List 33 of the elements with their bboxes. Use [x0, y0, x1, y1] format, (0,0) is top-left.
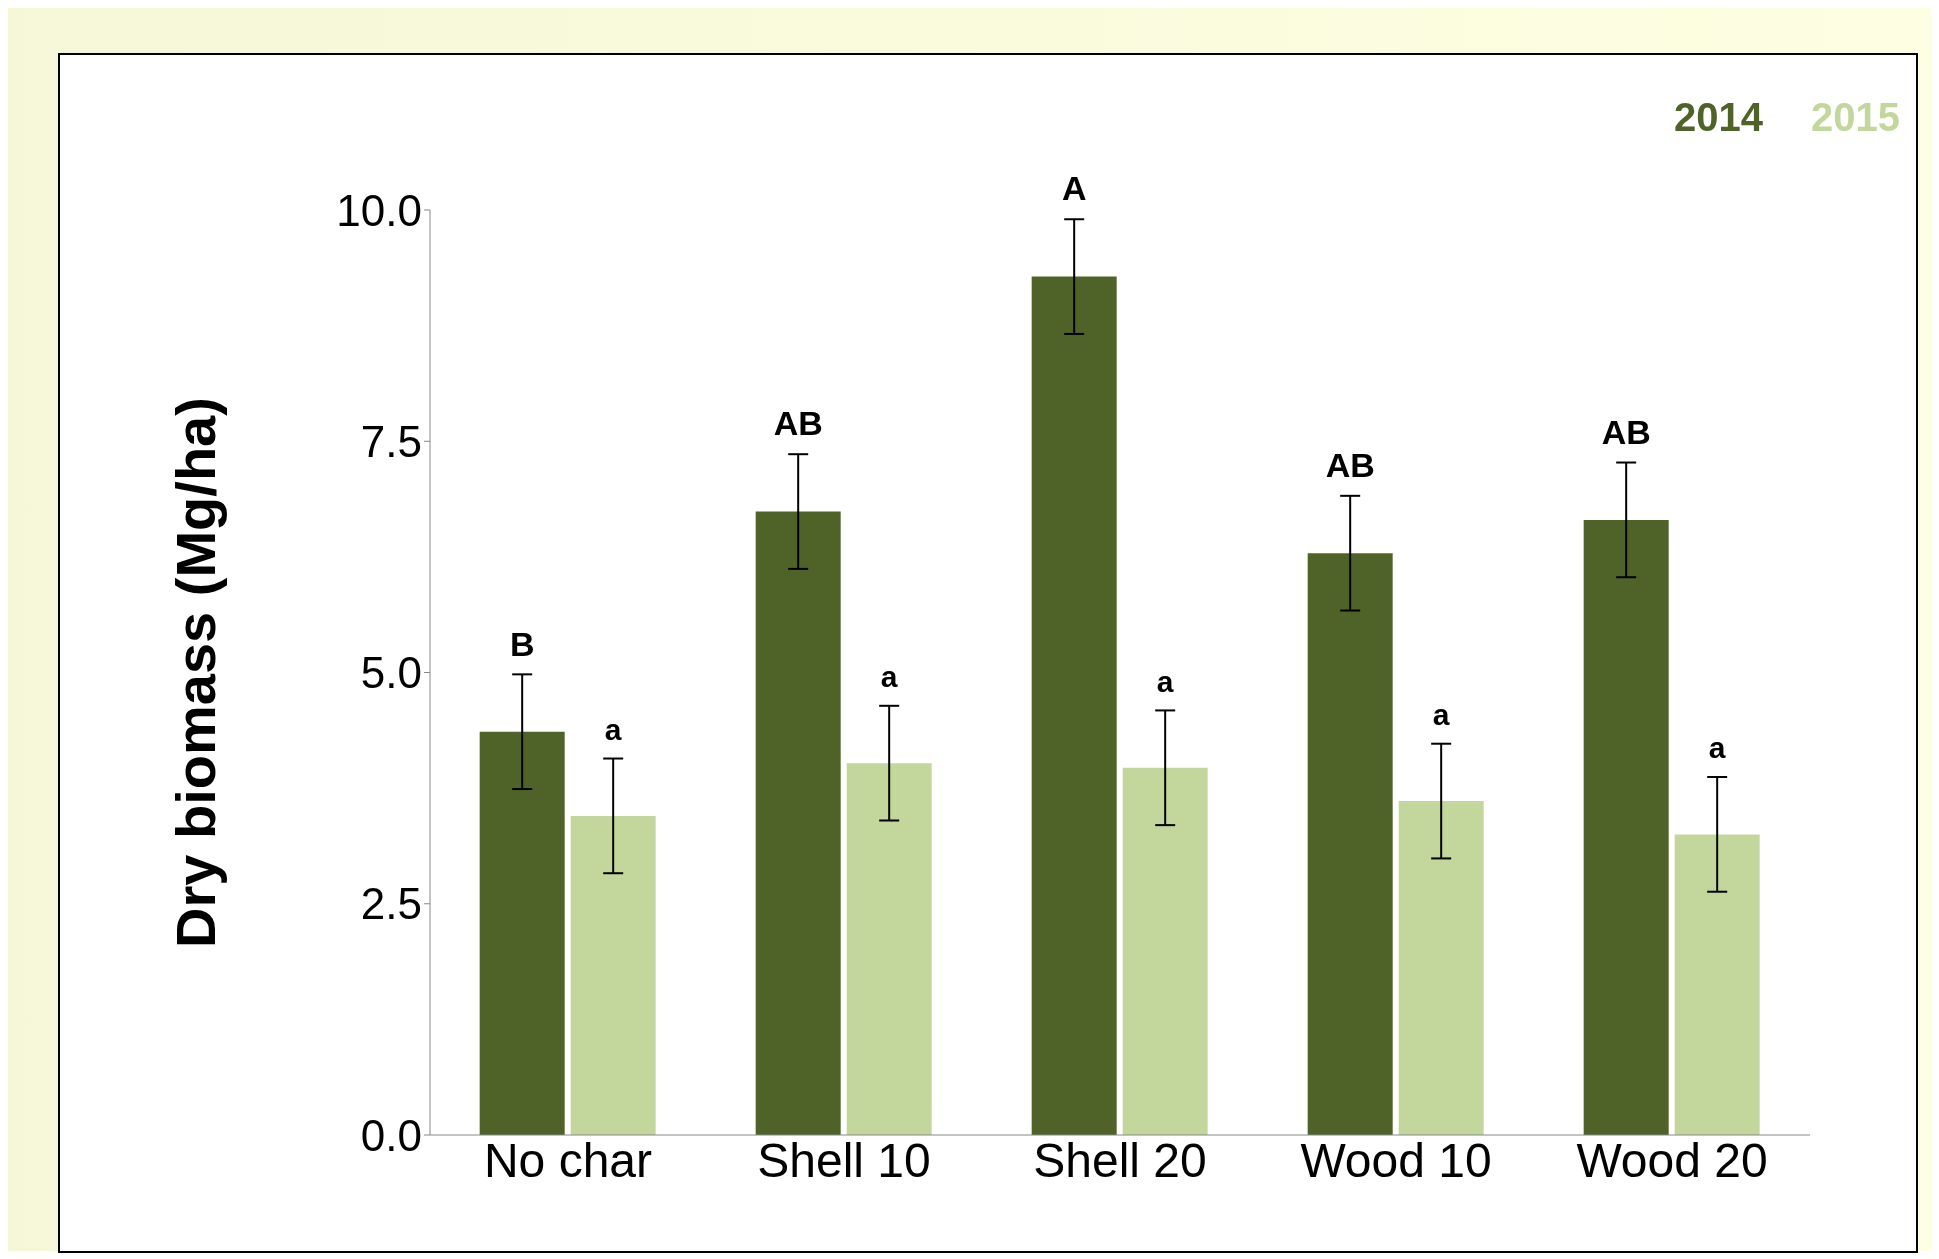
- x-tick-label: Wood 10: [1300, 1134, 1492, 1188]
- bar: [1122, 767, 1208, 1135]
- data-label: a: [1156, 664, 1174, 698]
- data-label: a: [1708, 731, 1726, 765]
- data-label: a: [1432, 697, 1450, 731]
- data-label: AB: [1601, 412, 1651, 451]
- bar: [1398, 801, 1484, 1135]
- y-tick-label: 7.5: [360, 416, 422, 466]
- bar: [570, 815, 656, 1135]
- bar: [755, 511, 841, 1135]
- text: 2014: [1674, 95, 1764, 140]
- bar: [1583, 519, 1669, 1135]
- bar: [479, 731, 565, 1135]
- y-tick-label: 5.0: [360, 648, 422, 698]
- x-tick-label: No char: [483, 1134, 653, 1188]
- bar: [1674, 834, 1760, 1135]
- y-tick-label: 2.5: [360, 879, 422, 929]
- data-label: a: [604, 712, 622, 746]
- y-tick-label: 0.0: [360, 1110, 422, 1160]
- bar: [1307, 553, 1393, 1135]
- bar: [846, 763, 932, 1135]
- data-label: A: [1061, 169, 1087, 208]
- bar: [1031, 276, 1117, 1135]
- data-label: B: [509, 624, 535, 663]
- x-tick-label: Wood 20: [1576, 1134, 1768, 1188]
- data-label: AB: [773, 404, 823, 443]
- x-tick-label: Shell 10: [757, 1134, 931, 1188]
- y-axis-title: Dry biomass (Mg/ha): [163, 397, 227, 948]
- data-label: a: [880, 660, 898, 694]
- x-tick-label: Shell 20: [1033, 1134, 1207, 1188]
- y-tick-label: 10.0: [336, 185, 422, 235]
- text: 2015: [1811, 95, 1900, 140]
- data-label: AB: [1325, 446, 1375, 485]
